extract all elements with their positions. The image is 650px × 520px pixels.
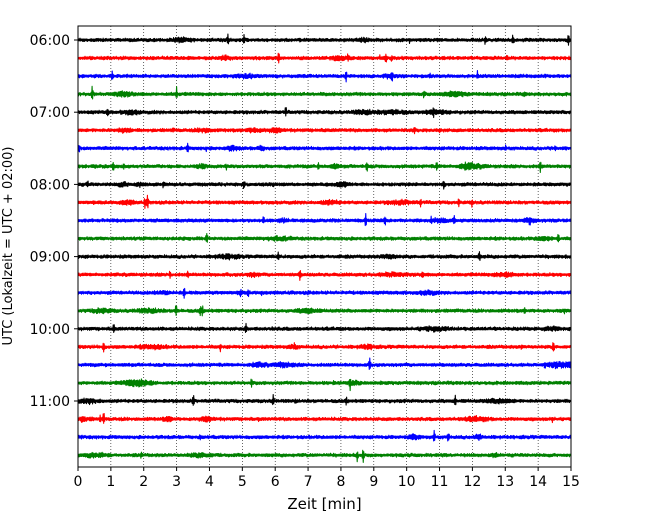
y-tick-label: 07:00 xyxy=(30,105,70,121)
y-tick-label: 08:00 xyxy=(30,177,70,193)
trace-0945 xyxy=(77,305,572,317)
trace-1115 xyxy=(77,413,572,424)
x-tick-label: 4 xyxy=(205,474,214,490)
x-tick-label: 14 xyxy=(529,474,547,490)
trace-0800 xyxy=(77,180,572,190)
y-tick-label: 09:00 xyxy=(30,250,70,266)
trace-group xyxy=(77,33,572,463)
x-tick-label: 9 xyxy=(369,474,378,490)
trace-1145 xyxy=(77,449,572,463)
y-tick-label: 06:00 xyxy=(30,33,70,49)
x-tick-label: 0 xyxy=(74,474,83,490)
trace-0930 xyxy=(77,287,572,299)
trace-0715 xyxy=(77,127,572,135)
x-tick-label: 13 xyxy=(496,474,514,490)
trace-0730 xyxy=(77,142,572,153)
trace-0745 xyxy=(77,161,572,174)
x-tick-label: 8 xyxy=(336,474,345,490)
trace-1100 xyxy=(77,393,572,406)
trace-0700 xyxy=(77,107,572,119)
x-tick-label: 1 xyxy=(106,474,115,490)
trace-0815 xyxy=(77,194,572,209)
trace-0630 xyxy=(77,69,572,83)
x-tick-label: 11 xyxy=(431,474,449,490)
plot-frame xyxy=(77,25,572,468)
trace-0900 xyxy=(77,251,572,261)
trace-0615 xyxy=(77,52,572,64)
trace-1030 xyxy=(77,357,572,370)
trace-1045 xyxy=(77,378,572,392)
y-tick-label: 10:00 xyxy=(30,322,70,338)
trace-0645 xyxy=(77,85,572,100)
x-axis-ticks: 0 1 2 3 4 5 6 7 8 9 10 11 12 13 14 15 xyxy=(74,467,580,490)
x-tick-label: 15 xyxy=(562,474,580,490)
x-tick-label: 10 xyxy=(398,474,416,490)
y-axis-label: UTC (Lokalzeit = UTC + 02:00) xyxy=(1,147,16,346)
trace-0845 xyxy=(77,232,572,243)
trace-1000 xyxy=(77,322,572,334)
y-tick-label: 11:00 xyxy=(30,394,70,410)
trace-1015 xyxy=(77,342,572,353)
x-tick-label: 5 xyxy=(238,474,247,490)
trace-0915 xyxy=(77,270,572,281)
x-tick-label: 2 xyxy=(139,474,148,490)
y-axis-ticks: 06:00 07:00 08:00 09:00 10:00 11:00 xyxy=(30,33,78,410)
x-tick-label: 12 xyxy=(463,474,481,490)
trace-0830 xyxy=(77,212,572,227)
x-tick-label: 6 xyxy=(271,474,280,490)
x-tick-label: 3 xyxy=(172,474,181,490)
trace-1130 xyxy=(77,429,572,442)
x-tick-label: 7 xyxy=(304,474,313,490)
trace-0600 xyxy=(77,33,572,46)
x-axis-label: Zeit [min] xyxy=(287,495,361,513)
